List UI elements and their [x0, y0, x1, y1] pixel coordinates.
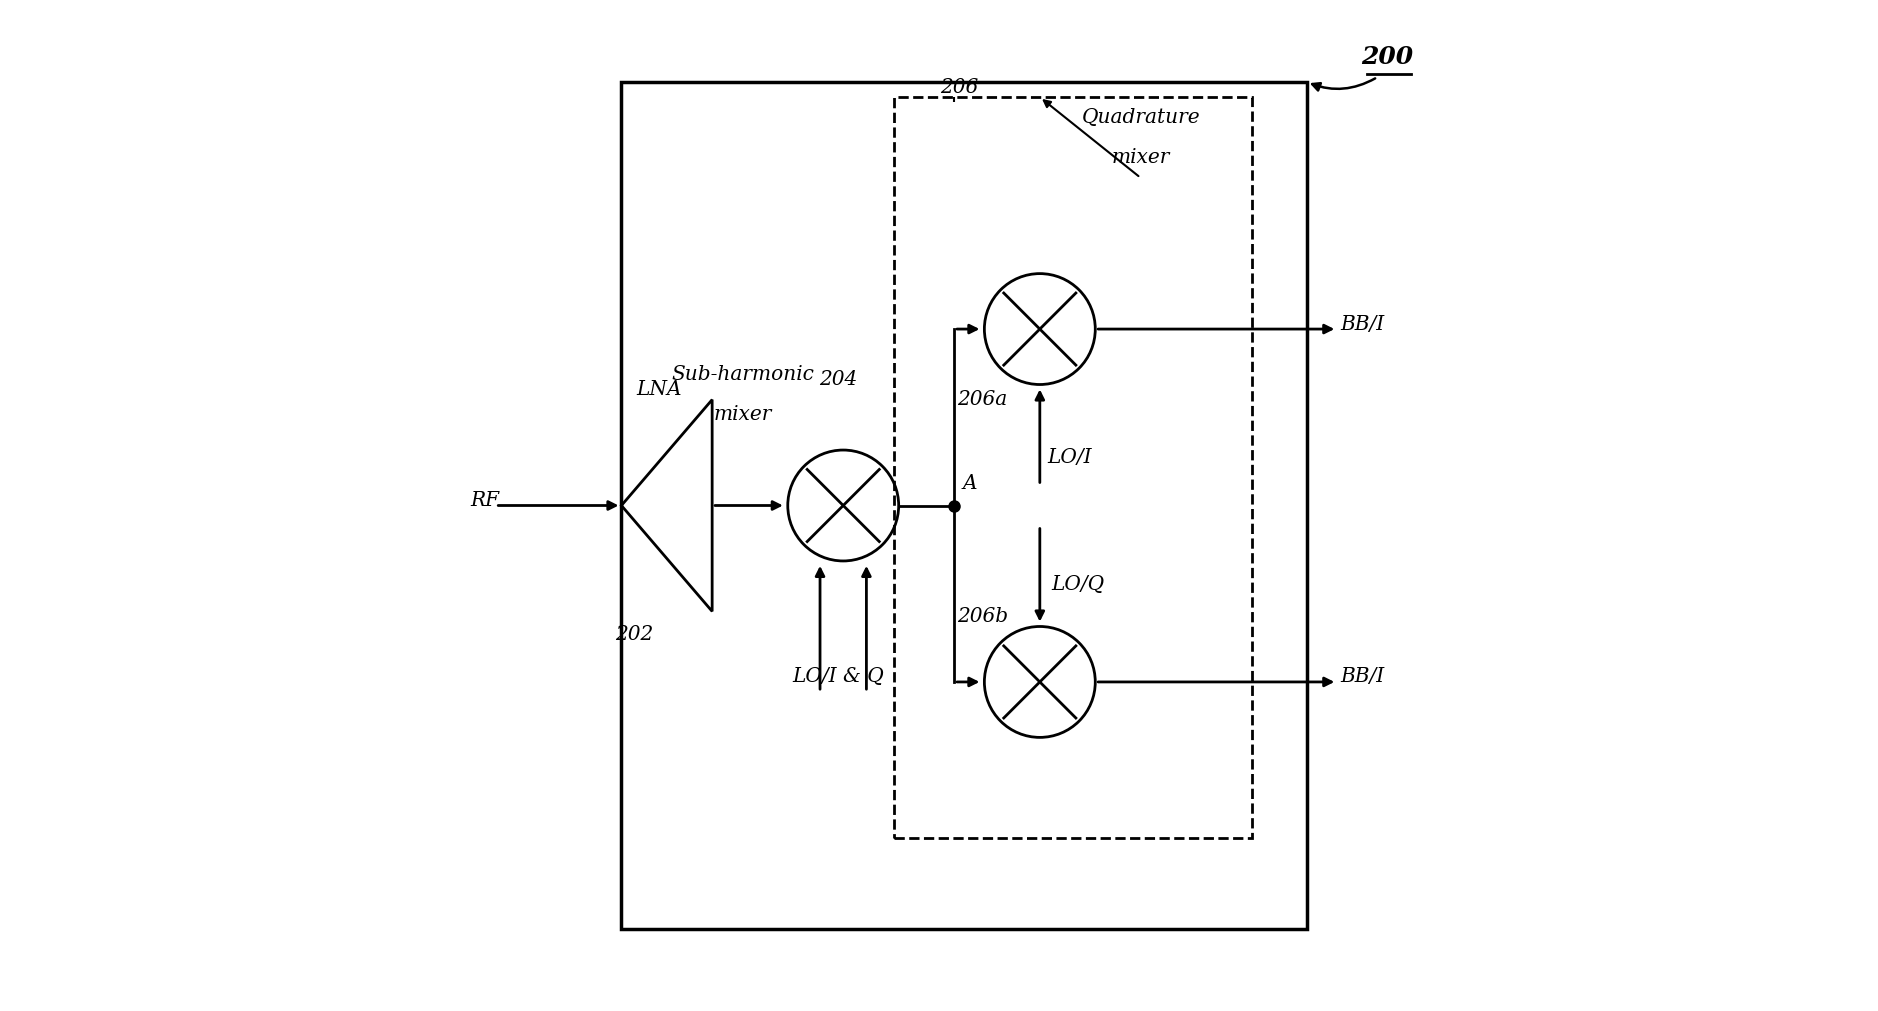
Bar — [894, 97, 1251, 838]
Text: 204: 204 — [819, 370, 856, 389]
Text: BB/I: BB/I — [1341, 314, 1384, 334]
Text: 206a: 206a — [958, 390, 1007, 409]
Text: 200: 200 — [1362, 44, 1414, 69]
Text: Sub-harmonic: Sub-harmonic — [670, 365, 813, 384]
Text: BB/I: BB/I — [1341, 667, 1384, 686]
Text: Quadrature: Quadrature — [1082, 108, 1200, 126]
Text: LO/I & Q: LO/I & Q — [793, 667, 885, 686]
Text: LNA: LNA — [637, 380, 682, 399]
Bar — [622, 82, 1307, 929]
Text: RF: RF — [471, 491, 500, 510]
Text: 202: 202 — [616, 625, 654, 644]
Text: 206b: 206b — [956, 607, 1008, 626]
Text: A: A — [963, 474, 978, 492]
Text: 206: 206 — [941, 78, 978, 97]
Text: LO/Q: LO/Q — [1052, 574, 1104, 593]
Text: LO/I: LO/I — [1048, 448, 1093, 467]
Text: mixer: mixer — [1112, 149, 1170, 167]
Text: mixer: mixer — [714, 405, 772, 425]
